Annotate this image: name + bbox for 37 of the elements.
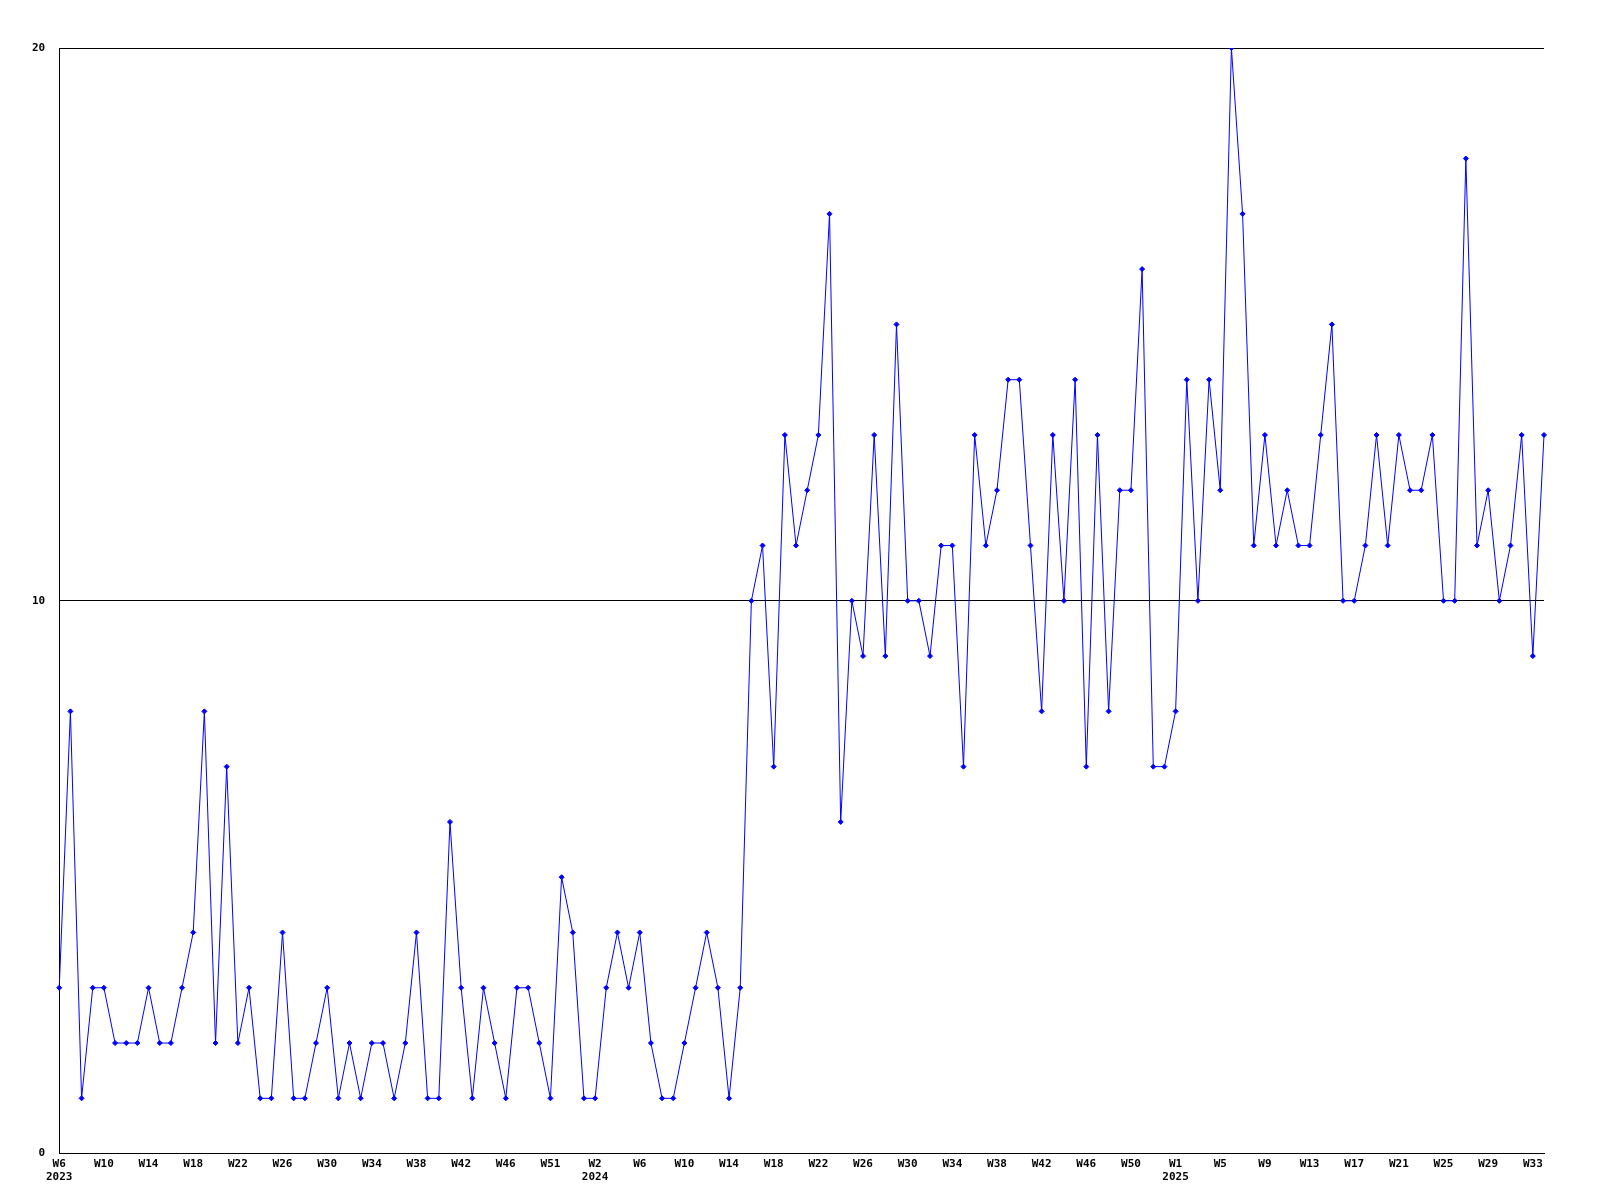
x-tick-label: W38 [406,1157,427,1171]
x-tick-label: W51 [540,1157,561,1171]
x-tick-label: W33 [1522,1157,1543,1171]
x-tick-label: W18 [763,1157,784,1171]
x-tick-label: W10 [93,1157,114,1171]
x-tick-label: W13 [1299,1157,1320,1171]
x-tick-label: W6 2023 [46,1157,73,1184]
x-tick-label: W22 [808,1157,829,1171]
x-tick-label: W22 [227,1157,248,1171]
x-tick-label: W25 [1433,1157,1454,1171]
x-tick-label: W1 2025 [1162,1157,1189,1184]
x-tick-label: W34 [942,1157,963,1171]
x-tick-label: W2 2024 [581,1157,609,1184]
x-tick-label: W6 [633,1157,647,1171]
x-tick-label: W50 [1121,1157,1141,1171]
x-tick-label: W18 [183,1157,204,1171]
x-tick-label: W38 [987,1157,1007,1171]
x-tick-label: W14 [138,1157,159,1171]
x-tick-label: W30 [317,1157,338,1171]
x-tick-label: W10 [674,1157,695,1171]
y-tick-label: 10 [32,593,46,607]
x-tick-label: W42 [451,1157,472,1171]
x-tick-label: W46 [1076,1157,1097,1171]
y-tick-label: 20 [32,40,46,54]
x-tick-label: W21 [1388,1157,1410,1171]
x-tick-label: W46 [495,1157,517,1171]
x-tick-label: W29 [1478,1157,1499,1171]
x-tick-label: W26 [853,1157,874,1171]
x-tick-label: W14 [719,1157,740,1171]
x-tick-label: W17 [1344,1157,1365,1171]
x-tick-label: W30 [897,1157,918,1171]
x-tick-label: W34 [361,1157,383,1171]
x-tick-label: W26 [272,1157,293,1171]
x-tick-label: W5 [1213,1157,1227,1171]
y-tick-label: 0 [38,1146,46,1160]
x-tick-label: W9 [1258,1157,1272,1171]
x-tick-label: W42 [1031,1157,1052,1171]
